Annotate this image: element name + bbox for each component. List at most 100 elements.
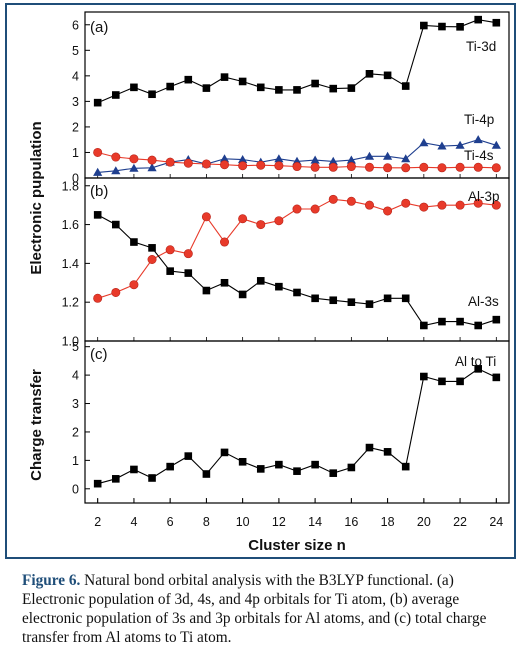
data-point-ti-4p-n2 xyxy=(93,167,103,176)
data-point-ti-4p-n16 xyxy=(346,155,356,164)
data-point-ti-4s-n12 xyxy=(274,161,284,171)
data-point-al-3p-n2 xyxy=(93,293,103,303)
data-point-al-3p-n16 xyxy=(346,196,356,206)
y-tick-label-2-4: 4 xyxy=(72,369,79,383)
data-point-ti-4s-n7 xyxy=(183,158,193,168)
y-axis-title-charge-transfer: Charge transfer xyxy=(28,369,45,481)
data-point-al-3s-n5 xyxy=(148,244,156,252)
data-point-al-3s-n2 xyxy=(93,211,102,219)
data-point-ti-4s-n15 xyxy=(328,162,338,172)
data-point-ti-4s-n16 xyxy=(346,162,356,172)
data-point-al-3s-n11 xyxy=(256,277,265,285)
data-point-al-3p-n18 xyxy=(383,206,393,216)
data-point-al-to-ti-n21 xyxy=(438,377,446,386)
y-tick-label-2-5: 5 xyxy=(72,340,79,354)
data-point-ti-4p-n15 xyxy=(328,156,338,165)
data-point-ti-4p-n20 xyxy=(419,138,429,147)
data-point-ti-3d-n14 xyxy=(311,79,319,88)
data-point-ti-4s-n11 xyxy=(256,160,266,170)
data-point-al-3p-n11 xyxy=(256,220,266,230)
data-point-ti-4p-n17 xyxy=(364,151,375,160)
data-point-al-to-ti-n7 xyxy=(184,452,193,460)
data-point-ti-4p-n5 xyxy=(147,163,157,172)
y-tick-label-2-1: 1 xyxy=(72,454,79,468)
data-point-al-3s-n20 xyxy=(420,321,428,330)
caption-text: Natural bond orbital analysis with the B… xyxy=(22,572,487,646)
data-point-ti-3d-n23 xyxy=(474,15,482,24)
data-point-al-3s-n16 xyxy=(347,298,356,306)
data-point-ti-4p-n4 xyxy=(129,163,139,172)
data-point-ti-3d-n20 xyxy=(420,21,428,30)
data-point-al-to-ti-n20 xyxy=(420,372,428,381)
data-point-al-3p-n14 xyxy=(310,204,320,214)
data-point-ti-4p-n19 xyxy=(401,154,411,163)
panel-b-label: (b) xyxy=(90,183,108,200)
data-point-al-3p-n15 xyxy=(328,194,338,204)
data-point-al-to-ti-n23 xyxy=(474,365,482,373)
y-tick-label-2-2: 2 xyxy=(72,425,79,439)
y-tick-label-1-1.2: 1.2 xyxy=(62,296,79,310)
data-point-al-3p-n20 xyxy=(419,202,429,212)
x-tick-label-24: 24 xyxy=(489,515,503,529)
data-point-ti-3d-n11 xyxy=(256,83,265,92)
data-point-ti-3d-n12 xyxy=(275,86,283,94)
panel-a-label: (a) xyxy=(90,19,108,36)
data-point-al-to-ti-n10 xyxy=(238,457,247,466)
y-tick-label-2-3: 3 xyxy=(72,397,79,411)
data-point-ti-3d-n9 xyxy=(220,73,229,81)
y-tick-label-1-1.4: 1.4 xyxy=(62,257,79,271)
data-point-ti-3d-n10 xyxy=(238,77,247,86)
data-point-al-to-ti-n13 xyxy=(293,467,301,475)
data-point-al-3p-n19 xyxy=(401,198,411,208)
data-point-ti-4s-n9 xyxy=(220,160,230,170)
data-point-al-3s-n23 xyxy=(474,321,482,330)
series-label-al-3p: Al-3p xyxy=(468,189,500,204)
series-layer xyxy=(93,15,501,488)
y-tick-label-0-0: 0 xyxy=(72,172,79,186)
data-point-al-to-ti-n16 xyxy=(347,463,356,472)
x-axis-title: Cluster size n xyxy=(248,537,346,554)
x-tick-label-4: 4 xyxy=(130,515,137,529)
data-point-al-3p-n5 xyxy=(147,255,157,265)
data-point-al-3p-n6 xyxy=(165,245,175,255)
y-tick-label-1-1.6: 1.6 xyxy=(62,218,79,232)
y-axis-title-electronic-population: Electronic pupulation xyxy=(28,121,45,274)
chart-figure: 2 4 6 8 10 12 14 16 18 20 22 2401234561.01.21.41.61… xyxy=(28,11,510,554)
data-point-ti-4s-n8 xyxy=(201,159,211,169)
data-point-ti-4p-n21 xyxy=(437,141,447,150)
data-point-ti-3d-n8 xyxy=(202,84,211,92)
data-point-al-3p-n3 xyxy=(111,287,121,297)
data-point-ti-4s-n2 xyxy=(93,147,103,157)
data-point-al-to-ti-n11 xyxy=(256,465,265,473)
y-tick-label-2-0: 0 xyxy=(72,482,79,496)
data-point-ti-4s-n19 xyxy=(401,163,411,173)
x-tick-label-6: 6 xyxy=(167,515,174,529)
data-point-al-3s-n18 xyxy=(383,294,392,303)
data-point-al-3p-n22 xyxy=(455,200,465,210)
data-point-ti-4p-n23 xyxy=(473,135,483,144)
y-tick-label-0-2: 2 xyxy=(72,120,79,134)
y-tick-label-0-4: 4 xyxy=(72,69,79,83)
data-point-al-3s-n9 xyxy=(220,278,229,287)
data-point-ti-4p-n12 xyxy=(274,154,284,163)
data-point-al-to-ti-n5 xyxy=(148,474,156,482)
data-point-ti-4s-n21 xyxy=(437,163,447,173)
data-point-al-to-ti-n8 xyxy=(202,470,211,478)
data-point-ti-3d-n19 xyxy=(401,82,410,90)
data-point-ti-4s-n17 xyxy=(364,162,374,172)
series-label-ti-4s: Ti-4s xyxy=(464,148,494,163)
figure-caption: Figure 6. Natural bond orbital analysis … xyxy=(22,571,518,647)
data-point-al-to-ti-n14 xyxy=(311,460,319,469)
x-tick-label-14: 14 xyxy=(308,515,322,529)
data-point-al-to-ti-n6 xyxy=(166,462,174,471)
data-point-al-3s-n8 xyxy=(202,286,211,295)
data-point-al-to-ti-n12 xyxy=(275,460,283,469)
data-point-ti-4s-n10 xyxy=(238,161,248,171)
data-point-ti-4p-n18 xyxy=(382,151,393,160)
data-point-ti-3d-n3 xyxy=(112,91,120,99)
data-point-ti-4p-n14 xyxy=(310,155,320,164)
data-point-ti-4s-n14 xyxy=(310,162,320,172)
data-point-al-to-ti-n2 xyxy=(93,479,102,488)
data-point-al-3p-n21 xyxy=(437,200,447,210)
data-point-ti-4s-n18 xyxy=(383,163,393,173)
